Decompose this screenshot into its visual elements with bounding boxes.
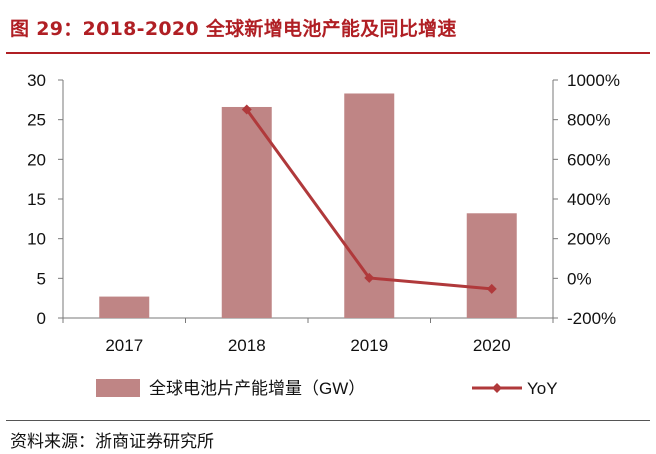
footer-divider bbox=[6, 420, 650, 421]
bar-2019 bbox=[344, 93, 395, 318]
left-tick-label: 15 bbox=[27, 190, 46, 209]
left-tick-label: 0 bbox=[37, 309, 46, 328]
left-tick-label: 30 bbox=[27, 71, 46, 90]
bar-2020 bbox=[466, 213, 517, 318]
left-tick-label: 25 bbox=[27, 111, 46, 130]
yoy-point-2019 bbox=[364, 272, 375, 283]
legend-line-marker bbox=[492, 383, 502, 393]
yoy-point-2020 bbox=[486, 283, 497, 294]
right-tick-label: 200% bbox=[567, 230, 610, 249]
bar-2018 bbox=[221, 106, 272, 319]
right-tick-label: 1000% bbox=[567, 71, 620, 90]
left-tick-label: 20 bbox=[27, 150, 46, 169]
chart-title: 图 29：2018-2020 全球新增电池产能及同比增速 bbox=[10, 18, 457, 40]
line-series bbox=[241, 104, 497, 294]
legend-bar-label: 全球电池片产能增量（GW） bbox=[149, 379, 365, 398]
yoy-point-2018 bbox=[241, 104, 252, 115]
tick-labels: 0 5 10 15 20 25 30 -200% 0% 200% 400% 600% 800% 1000%… bbox=[27, 71, 620, 355]
combo-chart: 0 5 10 15 20 25 30 -200% 0% 200% 400% 600% 800% 1000%… bbox=[27, 71, 620, 398]
legend-bar-swatch bbox=[96, 379, 140, 397]
source-note: 资料来源：浙商证券研究所 bbox=[10, 432, 214, 452]
x-tick-label: 2017 bbox=[105, 336, 143, 355]
x-tick-label: 2019 bbox=[350, 336, 388, 355]
x-tick-label: 2020 bbox=[473, 336, 511, 355]
left-tick-label: 5 bbox=[37, 269, 46, 288]
x-tick-label: 2018 bbox=[228, 336, 266, 355]
right-tick-label: 600% bbox=[567, 150, 610, 169]
right-tick-label: -200% bbox=[567, 309, 616, 328]
legend-line-label: YoY bbox=[527, 379, 558, 398]
title-divider bbox=[6, 52, 650, 54]
left-tick-label: 10 bbox=[27, 230, 46, 249]
right-tick-label: 0% bbox=[567, 269, 592, 288]
right-tick-label: 400% bbox=[567, 190, 610, 209]
right-tick-label: 800% bbox=[567, 111, 610, 130]
bar-2017 bbox=[99, 296, 150, 318]
legend: 全球电池片产能增量（GW） YoY bbox=[96, 379, 558, 398]
